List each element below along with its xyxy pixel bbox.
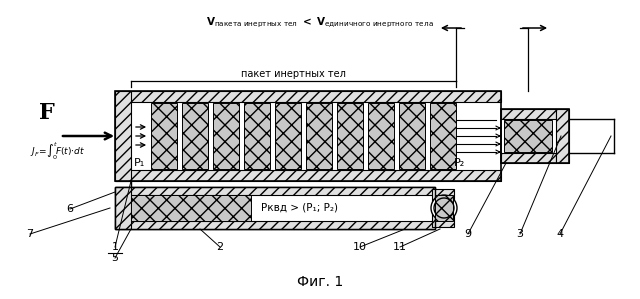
Text: 1: 1 — [111, 242, 118, 252]
Bar — [115, 187, 131, 229]
Bar — [430, 103, 456, 169]
Bar — [182, 103, 208, 169]
Bar — [306, 103, 332, 169]
Text: 2: 2 — [216, 242, 223, 252]
Text: 4: 4 — [556, 229, 564, 239]
Bar — [501, 109, 569, 163]
Text: 6: 6 — [67, 204, 74, 214]
Bar — [131, 102, 501, 170]
Bar — [115, 91, 501, 102]
Bar — [131, 195, 251, 221]
Bar — [556, 109, 569, 163]
Bar — [501, 109, 556, 119]
Bar — [501, 153, 556, 163]
Circle shape — [431, 195, 457, 221]
Bar — [432, 189, 454, 227]
Bar — [115, 187, 435, 229]
Bar — [115, 91, 501, 181]
Bar — [151, 103, 177, 169]
Text: $\mathbf{V}_{\mathbf{\mathrm{пакета\ инертных\ тел}}}$$\mathbf{\ <\ V}_{\mathbf{: $\mathbf{V}_{\mathbf{\mathrm{пакета\ ине… — [206, 16, 434, 30]
Bar — [213, 103, 239, 169]
Bar — [501, 119, 556, 153]
Bar — [337, 103, 363, 169]
Text: Pквд > (P₁; P₂): Pквд > (P₁; P₂) — [261, 203, 338, 213]
Bar — [435, 195, 453, 221]
Text: Фиг. 1: Фиг. 1 — [297, 275, 343, 289]
Bar — [115, 221, 435, 229]
Text: 11: 11 — [393, 242, 407, 252]
Bar — [504, 120, 552, 152]
Text: 5: 5 — [111, 253, 118, 263]
Bar — [115, 170, 501, 181]
Bar — [115, 91, 131, 181]
Text: P₂: P₂ — [454, 158, 465, 168]
Text: 7: 7 — [26, 229, 33, 239]
Bar — [399, 103, 425, 169]
Text: P₁: P₁ — [134, 158, 145, 168]
Text: 9: 9 — [465, 229, 472, 239]
Bar — [115, 187, 435, 229]
Text: F: F — [39, 102, 55, 124]
Bar — [244, 103, 270, 169]
Text: пакет инертных тел: пакет инертных тел — [241, 69, 346, 79]
Bar — [368, 103, 394, 169]
Text: 3: 3 — [516, 229, 524, 239]
Text: 10: 10 — [353, 242, 367, 252]
Bar — [115, 187, 435, 195]
Text: $J_F\!=\!\int_0^t\!F(t){\cdot}dt$: $J_F\!=\!\int_0^t\!F(t){\cdot}dt$ — [30, 140, 85, 162]
Bar — [275, 103, 301, 169]
